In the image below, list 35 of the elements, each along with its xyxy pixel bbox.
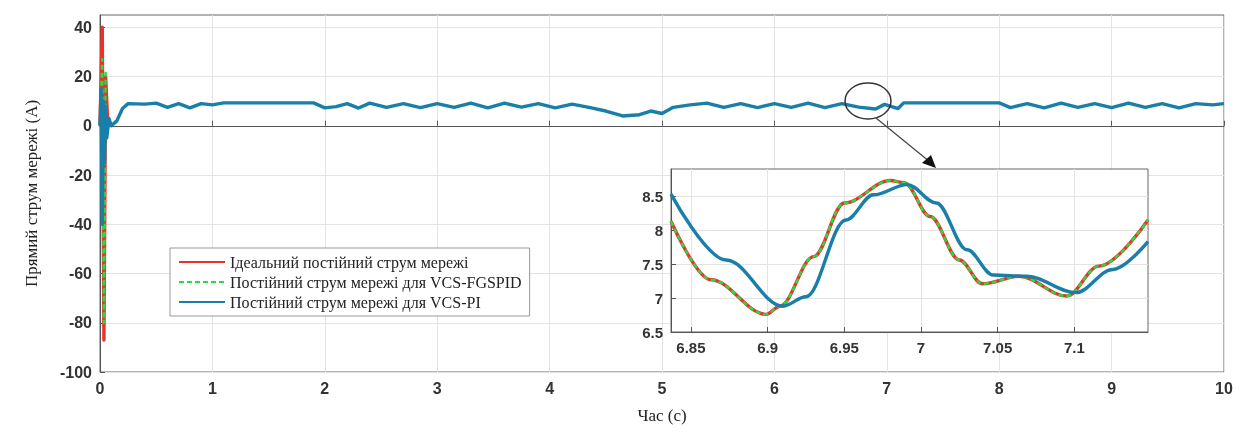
x-tick-label: 0 — [95, 379, 105, 397]
y-tick-label: -60 — [68, 265, 93, 283]
x-tick-label: 5 — [657, 379, 667, 397]
y-tick-label: 20 — [74, 68, 93, 86]
x-tick-label: 1 — [207, 379, 217, 397]
y-tick-label: 6.5 — [642, 323, 663, 341]
x-tick-label: 6.95 — [829, 339, 859, 356]
x-tick-label: 3 — [432, 379, 442, 397]
y-tick-label: 40 — [74, 18, 93, 36]
y-tick-label: 8.5 — [642, 187, 663, 205]
x-tick-label: 6.85 — [676, 339, 706, 356]
y-tick-label: 0 — [83, 117, 93, 135]
y-tick-label: 7 — [654, 289, 663, 307]
x-tick-label: 6 — [769, 379, 779, 397]
x-axis-title: Час (с) — [637, 406, 687, 425]
x-tick-label: 7 — [882, 379, 892, 397]
y-axis-title: Прямий струм мережі (А) — [22, 99, 41, 288]
legend-label: Постійний струм мережі для VCS-PI — [230, 293, 481, 312]
y-tick-label: -40 — [68, 215, 93, 233]
y-tick-label: -20 — [68, 166, 93, 184]
y-tick-label: 7.5 — [642, 255, 663, 273]
x-tick-label: 9 — [1107, 379, 1117, 397]
x-tick-label: 7.05 — [983, 339, 1013, 356]
y-tick-label: -80 — [68, 314, 93, 332]
x-tick-label: 4 — [545, 379, 555, 397]
x-tick-label: 8 — [994, 379, 1004, 397]
x-tick-label: 6.9 — [757, 339, 779, 356]
legend-label: Постійний струм мережі для VCS-FGSPID — [230, 273, 522, 292]
x-tick-label: 10 — [1215, 379, 1233, 397]
y-tick-label: 8 — [654, 221, 663, 239]
x-tick-label: 7.1 — [1063, 339, 1085, 356]
legend-label: Ідеальний постійний струм мережі — [230, 253, 470, 272]
x-tick-label: 2 — [320, 379, 330, 397]
y-tick-label: -100 — [59, 363, 93, 381]
x-tick-label: 7 — [916, 339, 926, 356]
